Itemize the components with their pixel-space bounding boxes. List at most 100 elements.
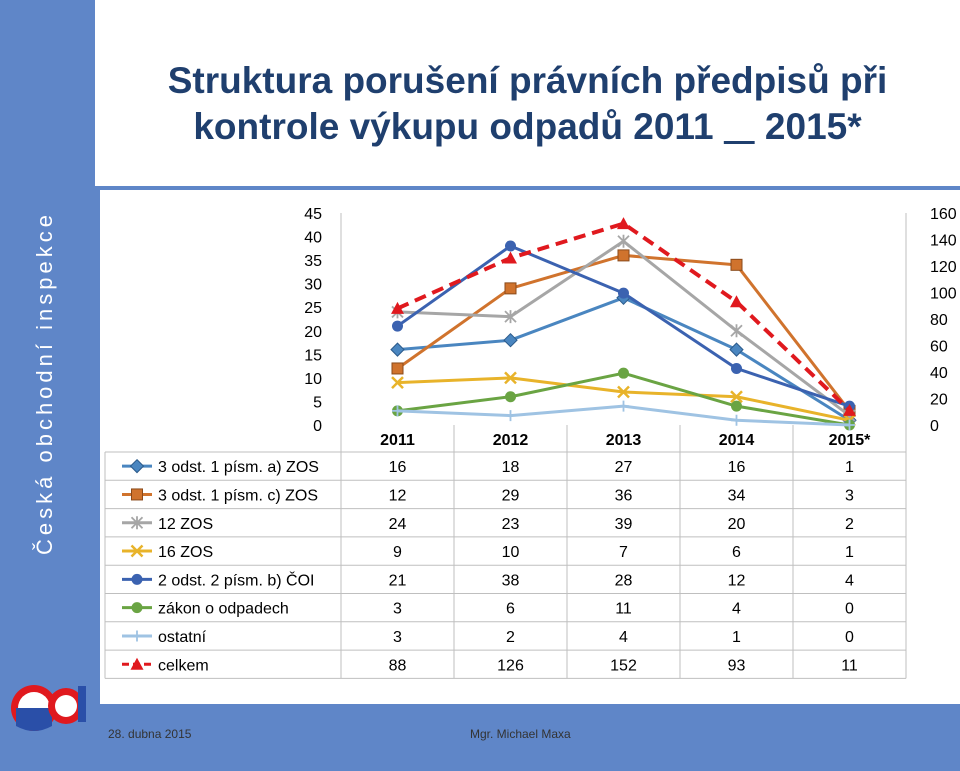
table-cell-value: 4 bbox=[619, 629, 628, 646]
data-point-marker bbox=[730, 258, 743, 271]
table-cell-value: 20 bbox=[728, 516, 746, 533]
table-cell-value: 9 bbox=[393, 544, 402, 561]
slide-title: Struktura porušení právních předpisů při… bbox=[95, 58, 960, 150]
coi-logo-icon bbox=[11, 685, 86, 731]
table-cell-value: 16 bbox=[728, 459, 746, 476]
series-line bbox=[396, 221, 851, 412]
data-point-marker bbox=[504, 251, 517, 264]
table-cell-value: 4 bbox=[732, 601, 741, 618]
legend-key-marker bbox=[131, 630, 143, 642]
legend-key-marker bbox=[131, 602, 143, 614]
data-point-marker bbox=[391, 301, 404, 314]
data-point-marker bbox=[504, 310, 517, 324]
data-point-marker bbox=[617, 217, 630, 230]
table-cell-value: 38 bbox=[502, 572, 520, 589]
right-axis-tick-label: 120 bbox=[930, 259, 957, 276]
table-cell-value: 0 bbox=[845, 601, 854, 618]
line-chart: 4540353025201510501601401201008060402002… bbox=[104, 206, 957, 679]
left-axis-tick-label: 5 bbox=[313, 394, 322, 411]
data-point-marker bbox=[617, 249, 630, 262]
data-point-marker bbox=[504, 282, 517, 295]
title-line-2-prefix: kontrole výkupu odpadů 2011 bbox=[193, 106, 724, 147]
data-point-marker bbox=[392, 405, 403, 417]
right-axis-tick-label: 0 bbox=[930, 418, 939, 435]
title-line-1: Struktura porušení právních předpisů při bbox=[167, 60, 888, 101]
data-point-marker bbox=[503, 332, 518, 348]
table-cell-value: 36 bbox=[615, 487, 633, 504]
left-axis-tick-label: 30 bbox=[304, 277, 322, 294]
data-point-marker bbox=[504, 371, 517, 385]
data-point-marker bbox=[617, 234, 630, 248]
table-cell-value: 152 bbox=[610, 657, 637, 674]
right-axis-tick-label: 160 bbox=[930, 206, 957, 223]
data-point-marker bbox=[391, 362, 404, 375]
data-point-marker bbox=[729, 342, 744, 357]
legend-series-name: 16 ZOS bbox=[158, 544, 213, 561]
category-label: 2013 bbox=[606, 432, 642, 449]
table-cell-value: 6 bbox=[506, 601, 515, 618]
right-axis-tick-label: 60 bbox=[930, 339, 948, 356]
data-point-marker bbox=[844, 419, 855, 431]
title-line-2: kontrole výkupu odpadů 2011 2015* bbox=[95, 104, 960, 150]
table-cell-value: 21 bbox=[389, 572, 407, 589]
left-axis-tick-label: 35 bbox=[304, 253, 322, 270]
series-line bbox=[397, 239, 851, 417]
data-point-marker bbox=[392, 320, 403, 332]
table-cell-value: 7 bbox=[619, 544, 628, 561]
logo-o-inner bbox=[55, 695, 77, 717]
data-point-marker bbox=[730, 390, 743, 404]
data-point-marker bbox=[731, 362, 742, 374]
table-cell-value: 27 bbox=[615, 459, 633, 476]
left-axis-tick-label: 20 bbox=[304, 324, 322, 341]
table-cell-value: 1 bbox=[845, 544, 854, 561]
category-label: 2014 bbox=[719, 432, 755, 449]
legend-series-name: celkem bbox=[158, 657, 209, 674]
footer-author: Mgr. Michael Maxa bbox=[470, 727, 571, 741]
legend-series-name: 3 odst. 1 písm. a) ZOS bbox=[158, 459, 319, 476]
legend-key-marker bbox=[130, 657, 144, 670]
table-cell-value: 24 bbox=[389, 516, 407, 533]
data-point-marker bbox=[617, 385, 630, 399]
table-cell-value: 11 bbox=[615, 601, 632, 618]
legend-key-marker bbox=[129, 458, 145, 474]
right-axis-tick-label: 20 bbox=[930, 392, 948, 409]
table-cell-value: 34 bbox=[728, 487, 746, 504]
table-cell-value: 4 bbox=[845, 572, 854, 589]
logo-i-shape bbox=[78, 686, 86, 722]
data-point-marker bbox=[505, 240, 516, 252]
legend-key-marker bbox=[130, 544, 144, 558]
table-cell-value: 3 bbox=[393, 629, 402, 646]
table-cell-value: 6 bbox=[732, 544, 741, 561]
category-label: 2015* bbox=[829, 432, 872, 449]
category-label: 2011 bbox=[380, 432, 415, 449]
left-axis-tick-label: 40 bbox=[304, 230, 322, 247]
footer-date: 28. dubna 2015 bbox=[108, 727, 192, 741]
table-cell-value: 39 bbox=[615, 516, 633, 533]
sidebar: Česká obchodní inspekce bbox=[0, 0, 95, 771]
chart-panel: 45 40 35 30 25 20 15 10 5 0 160 140 120 100 80 60 40 20 0 2… bbox=[100, 190, 960, 704]
right-axis-tick-label: 40 bbox=[930, 365, 948, 382]
left-axis-tick-label: 10 bbox=[304, 371, 322, 388]
data-point-marker bbox=[505, 391, 516, 403]
legend-key-marker bbox=[131, 573, 143, 585]
data-point-marker bbox=[843, 403, 856, 416]
table-cell-value: 29 bbox=[502, 487, 520, 504]
table-cell-value: 1 bbox=[732, 629, 741, 646]
legend-series-name: 3 odst. 1 písm. c) ZOS bbox=[158, 487, 318, 504]
table-cell-value: 126 bbox=[497, 657, 524, 674]
title-dash bbox=[724, 106, 755, 147]
data-point-marker bbox=[731, 414, 742, 426]
legend-series-name: 2 odst. 2 písm. b) ČOI bbox=[158, 570, 315, 589]
sidebar-brand-text: Česká obchodní inspekce bbox=[32, 211, 57, 555]
table-cell-value: 16 bbox=[389, 459, 407, 476]
table-cell-value: 12 bbox=[389, 487, 407, 504]
table-cell-value: 88 bbox=[389, 657, 407, 674]
data-point-marker bbox=[730, 324, 743, 338]
legend-key-marker bbox=[130, 516, 144, 530]
data-point-marker bbox=[731, 400, 742, 412]
table-cell-value: 0 bbox=[845, 629, 854, 646]
table-cell-value: 18 bbox=[502, 459, 520, 476]
right-axis-tick-label: 80 bbox=[930, 312, 948, 329]
data-point-marker bbox=[505, 410, 516, 422]
table-cell-value: 2 bbox=[506, 629, 515, 646]
